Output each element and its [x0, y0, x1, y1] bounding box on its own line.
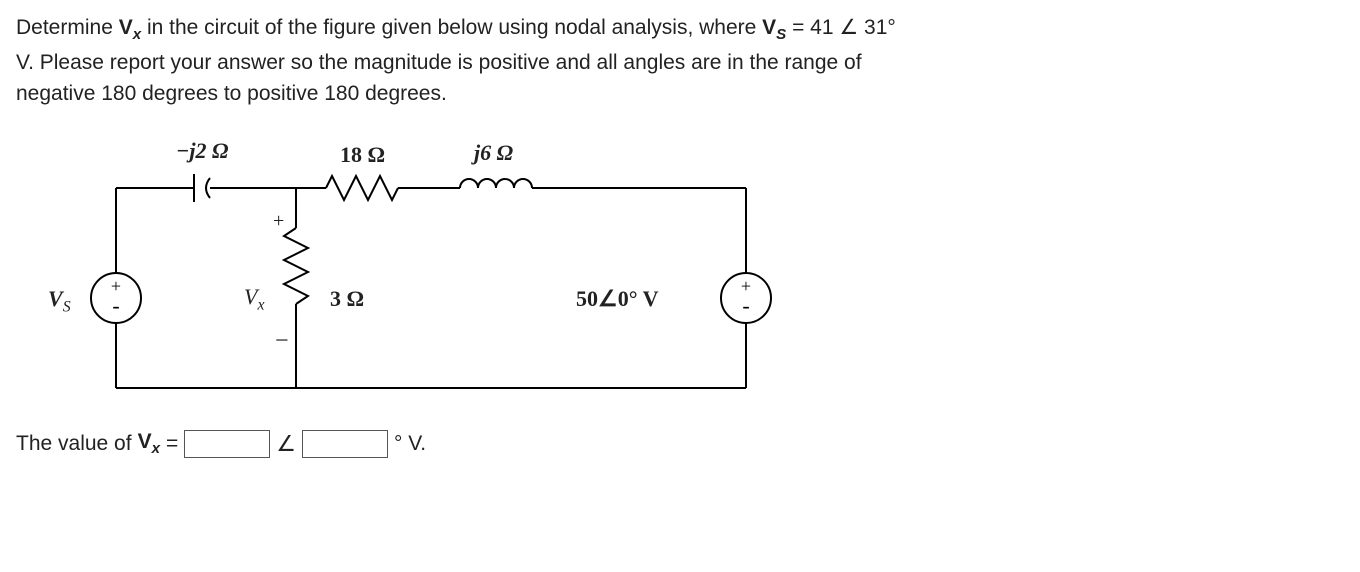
- answer-prefix: The value of: [16, 432, 132, 456]
- text-line2: V. Please report your answer so the magn…: [16, 51, 862, 74]
- text-pre: Determine: [16, 16, 119, 39]
- svg-text:-: -: [112, 293, 119, 318]
- vs-left-label: VS: [48, 286, 71, 316]
- problem-statement: Determine Vx in the circuit of the figur…: [16, 12, 1136, 110]
- svg-text:-: -: [742, 293, 749, 318]
- vx-symbol: Vx: [119, 16, 141, 39]
- text-line3: negative 180 degrees to positive 180 deg…: [16, 82, 447, 105]
- answer-eq: =: [166, 432, 178, 456]
- vx-plus: +: [273, 210, 284, 233]
- cap-label: −j2 Ω: [176, 138, 228, 164]
- magnitude-input[interactable]: [184, 430, 270, 458]
- vx-label: Vx: [244, 284, 264, 314]
- angle-input[interactable]: [302, 430, 388, 458]
- answer-vx: Vx: [138, 430, 160, 457]
- circuit-diagram: + - + - −j2 Ω 18 Ω j6 Ω + − Vx 3 Ω VS 50…: [16, 128, 796, 418]
- vx-minus: −: [275, 328, 289, 355]
- text-mid: in the circuit of the figure given below…: [141, 16, 762, 39]
- ind-label: j6 Ω: [474, 140, 513, 166]
- angle-symbol: ∠: [276, 431, 296, 457]
- vs-symbol: VS: [762, 16, 786, 39]
- answer-unit: ° V.: [394, 432, 426, 456]
- answer-line: The value of Vx = ∠ ° V.: [16, 430, 1344, 458]
- r-shunt-label: 3 Ω: [330, 286, 364, 312]
- circuit-svg: + - + -: [16, 128, 796, 418]
- vs-value: = 41 ∠ 31°: [786, 16, 896, 39]
- v-right-label: 50∠0° V: [576, 286, 659, 312]
- r-series-label: 18 Ω: [340, 142, 385, 168]
